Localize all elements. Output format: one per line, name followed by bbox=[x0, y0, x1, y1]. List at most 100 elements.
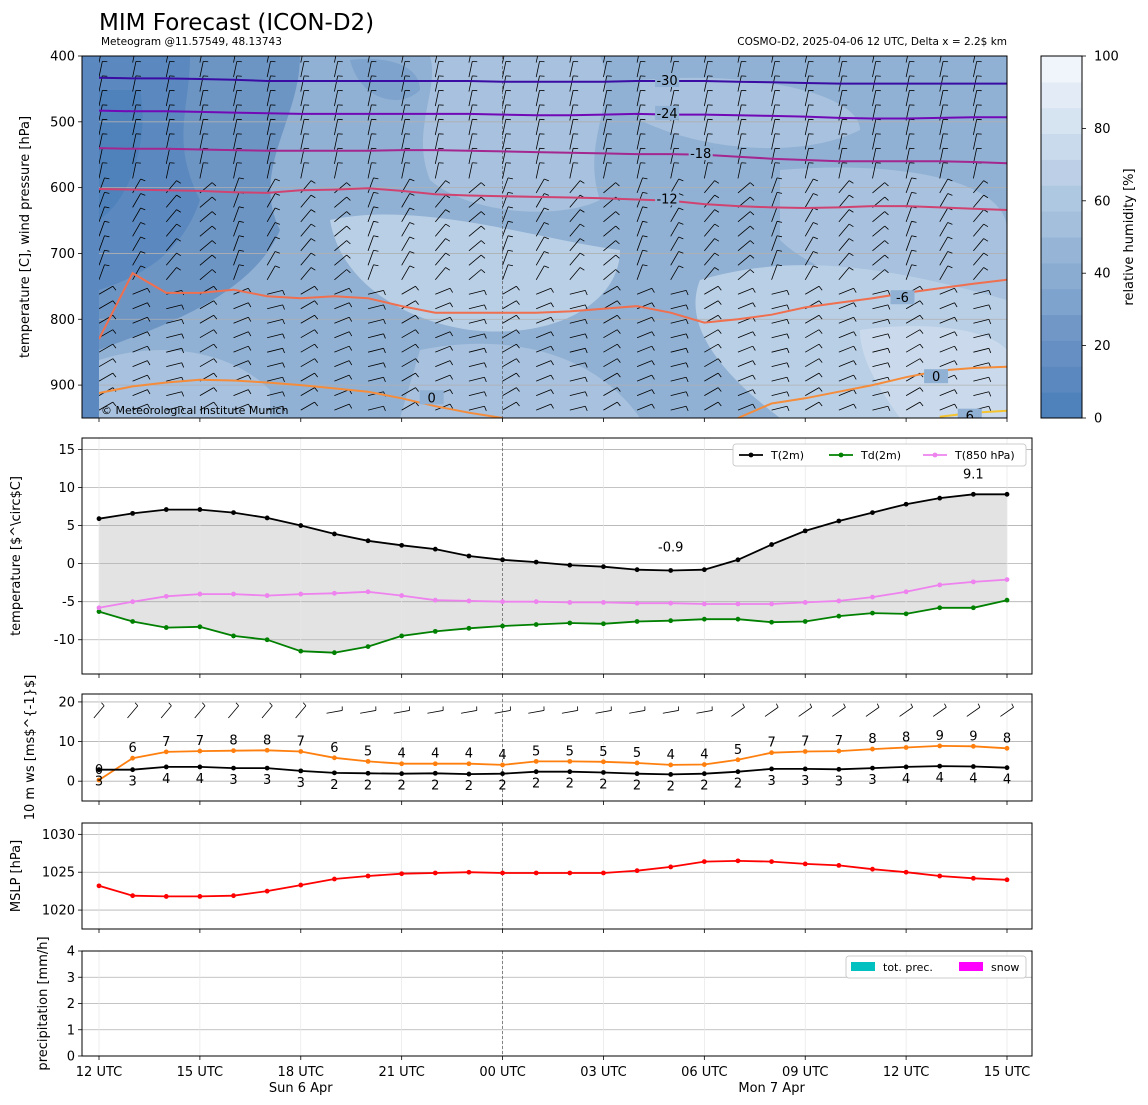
wind-barb-flag bbox=[954, 331, 958, 337]
wind-barb-flag bbox=[853, 374, 857, 380]
mslp-series-0-point bbox=[634, 868, 640, 874]
wind-barb bbox=[401, 314, 416, 324]
y-tick-label: 2 bbox=[67, 997, 75, 1012]
wind-series-1-point bbox=[601, 770, 606, 775]
wind-barb bbox=[636, 56, 639, 63]
wind-barb bbox=[267, 304, 283, 310]
wind-barb bbox=[939, 207, 949, 223]
temp-series-0-point bbox=[298, 523, 304, 528]
wind-barb-flag bbox=[853, 360, 857, 366]
wind-barb bbox=[838, 90, 843, 107]
wind-barb bbox=[569, 362, 586, 368]
wind-barb bbox=[300, 56, 303, 63]
wind-barb-flag bbox=[112, 358, 117, 363]
wind-barb-flag bbox=[282, 333, 285, 339]
temp-series-2-line bbox=[98, 578, 1008, 609]
temp-series-0-point bbox=[533, 559, 539, 565]
isotherm-0 bbox=[99, 76, 1007, 85]
wind-barb bbox=[199, 211, 213, 223]
wind-barb bbox=[569, 333, 586, 339]
wind-barb bbox=[569, 162, 574, 179]
wind-barb bbox=[166, 376, 182, 382]
wind-barb-flag bbox=[415, 286, 419, 291]
wind-barb bbox=[468, 333, 485, 339]
wind-barb bbox=[132, 302, 148, 310]
wind-barb bbox=[427, 710, 444, 714]
wind-barb bbox=[569, 180, 581, 194]
wind-barb bbox=[804, 236, 814, 252]
wind-barb bbox=[367, 75, 372, 92]
wind-barb-flag bbox=[714, 223, 720, 228]
wind-barb-flag bbox=[853, 288, 857, 293]
wind-barb bbox=[972, 133, 978, 150]
x-tick-label: 21 UTC bbox=[378, 1065, 424, 1080]
wind-barb bbox=[865, 706, 880, 717]
wind-barb bbox=[536, 331, 552, 339]
gust-label: 5 bbox=[532, 744, 540, 759]
mean-wind-label: 3 bbox=[263, 773, 271, 788]
wind-series-0-point bbox=[701, 762, 707, 767]
wind-barb bbox=[132, 56, 135, 63]
wind-barb bbox=[502, 56, 505, 63]
wind-barb bbox=[603, 254, 616, 266]
panel-frame-outer bbox=[81, 55, 1008, 419]
wind-barb-flag bbox=[818, 343, 823, 349]
temp-series-2-point bbox=[130, 599, 136, 605]
wind-barb bbox=[636, 90, 641, 107]
wind-barb bbox=[367, 362, 384, 368]
wind-barb-flag bbox=[181, 333, 185, 339]
wind-barb-flag bbox=[685, 406, 689, 412]
wind-barb bbox=[704, 372, 719, 382]
wind-barb-flag bbox=[213, 286, 218, 291]
wind-barb bbox=[535, 236, 545, 252]
wind-barb-flag bbox=[988, 333, 992, 339]
wind-barb-flag bbox=[484, 377, 487, 383]
wind-barb-flag bbox=[947, 193, 953, 196]
wind-barb bbox=[536, 389, 552, 396]
wind-barb-flag bbox=[348, 288, 353, 293]
mslp-series-0-point bbox=[96, 883, 102, 889]
wind-barb-flag bbox=[911, 249, 917, 252]
wind-barb bbox=[872, 162, 877, 179]
wind-barb-flag bbox=[818, 286, 823, 291]
wind-barb-flag bbox=[104, 235, 110, 238]
wind-barb-flag bbox=[584, 362, 588, 368]
wind-barb bbox=[99, 61, 103, 78]
wind-barb bbox=[199, 90, 204, 107]
mean-wind-label: 3 bbox=[835, 774, 843, 789]
gust-label: 6 bbox=[128, 741, 136, 756]
wind-barb bbox=[401, 236, 411, 252]
wind-barb bbox=[334, 119, 339, 136]
wind-barb bbox=[973, 223, 984, 237]
gust-label: 8 bbox=[1003, 731, 1011, 746]
wind-barb bbox=[973, 290, 989, 295]
y-axis-label: precipitation [mm/h] bbox=[36, 936, 51, 1070]
wind-barb-flag bbox=[1019, 197, 1023, 200]
temp-series-0-point bbox=[634, 567, 640, 573]
wind-barb-flag bbox=[988, 319, 992, 325]
wind-barb bbox=[132, 148, 137, 165]
wind-barb-flag bbox=[449, 389, 453, 395]
wind-barb bbox=[300, 267, 312, 281]
wind-barb bbox=[804, 56, 808, 63]
wind-barb-flag bbox=[651, 331, 655, 337]
wind-barb-flag bbox=[211, 254, 217, 259]
wind-barb-flag bbox=[714, 267, 720, 271]
x-tick-label: 15 UTC bbox=[984, 1065, 1030, 1080]
wind-barb-flag bbox=[848, 194, 854, 199]
wind-barb bbox=[166, 333, 182, 339]
wind-barb bbox=[629, 710, 646, 714]
wind-barb-flag bbox=[813, 222, 819, 225]
wind-barb bbox=[838, 209, 850, 223]
wind-barb-flag bbox=[445, 180, 451, 184]
wind-barb-flag bbox=[848, 180, 854, 184]
wind-barb-flag bbox=[714, 238, 720, 242]
wind-barb bbox=[932, 706, 947, 717]
wind-barb bbox=[905, 206, 912, 222]
wind-series-0-point bbox=[500, 762, 505, 768]
wind-barb bbox=[899, 706, 913, 717]
y-tick-label: 10 bbox=[58, 481, 75, 496]
wind-barb bbox=[905, 300, 921, 310]
wind-barb bbox=[603, 387, 618, 396]
wind-barb bbox=[266, 56, 269, 63]
